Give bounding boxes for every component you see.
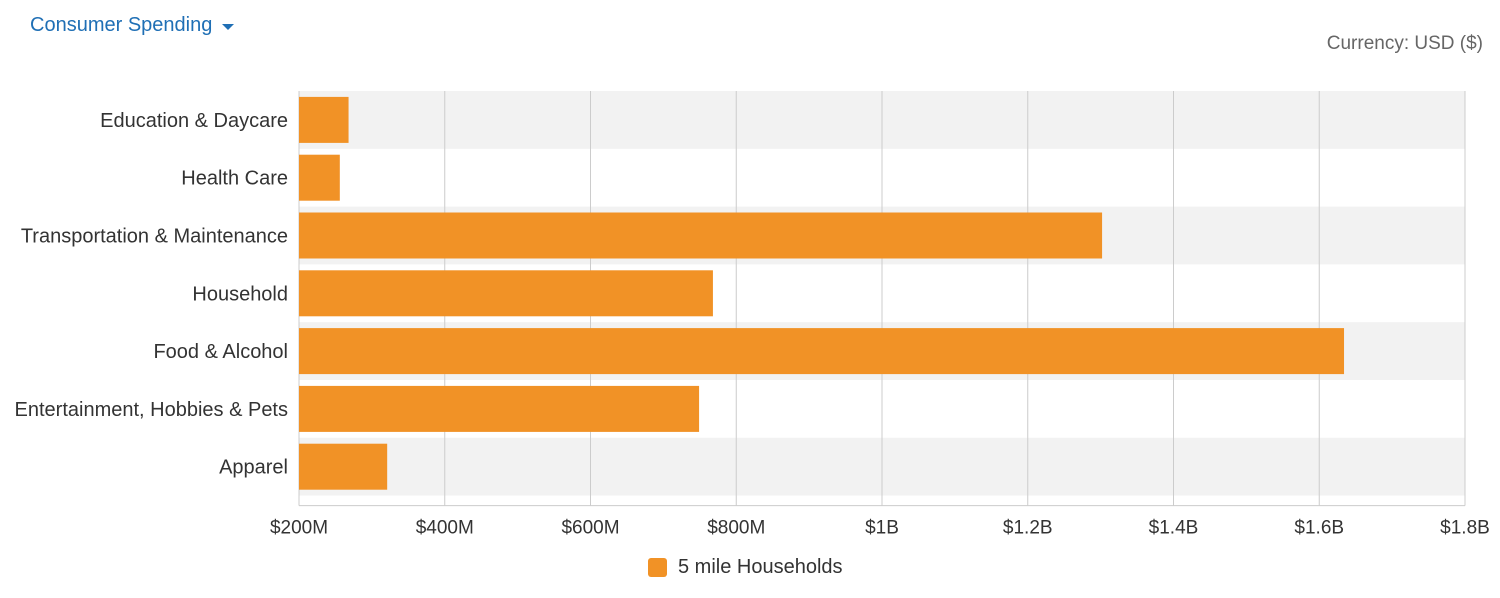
bar[interactable] (299, 328, 1345, 375)
x-tick-label: $1B (865, 518, 899, 539)
x-tick-label: $1.6B (1294, 518, 1344, 539)
bar[interactable] (299, 154, 340, 201)
x-tick-label: $400M (416, 518, 474, 539)
category-label: Transportation & Maintenance (21, 226, 288, 248)
x-tick-label: $600M (561, 518, 619, 539)
consumer-spending-dropdown[interactable]: Consumer Spending (30, 14, 235, 37)
bar[interactable] (299, 96, 349, 143)
bar[interactable] (299, 385, 700, 432)
bar[interactable] (299, 270, 713, 317)
legend-swatch (648, 558, 667, 577)
category-label: Health Care (181, 168, 288, 190)
category-label: Household (192, 283, 288, 305)
x-tick-label: $200M (270, 518, 328, 539)
category-label: Entertainment, Hobbies & Pets (15, 399, 288, 421)
legend-item[interactable]: 5 mile Households (648, 556, 843, 579)
bar[interactable] (299, 212, 1103, 259)
legend-label: 5 mile Households (678, 556, 843, 578)
bar[interactable] (299, 443, 388, 490)
dropdown-label: Consumer Spending (30, 14, 213, 36)
currency-label: Currency: USD ($) (1326, 33, 1483, 54)
x-tick-label: $800M (707, 518, 765, 539)
category-label: Apparel (219, 457, 288, 479)
category-label: Education & Daycare (100, 110, 288, 132)
x-tick-label: $1.8B (1440, 518, 1490, 539)
caret-down-icon (222, 24, 235, 30)
x-tick-label: $1.2B (1003, 518, 1053, 539)
x-tick-label: $1.4B (1149, 518, 1199, 539)
category-label: Food & Alcohol (153, 341, 288, 363)
